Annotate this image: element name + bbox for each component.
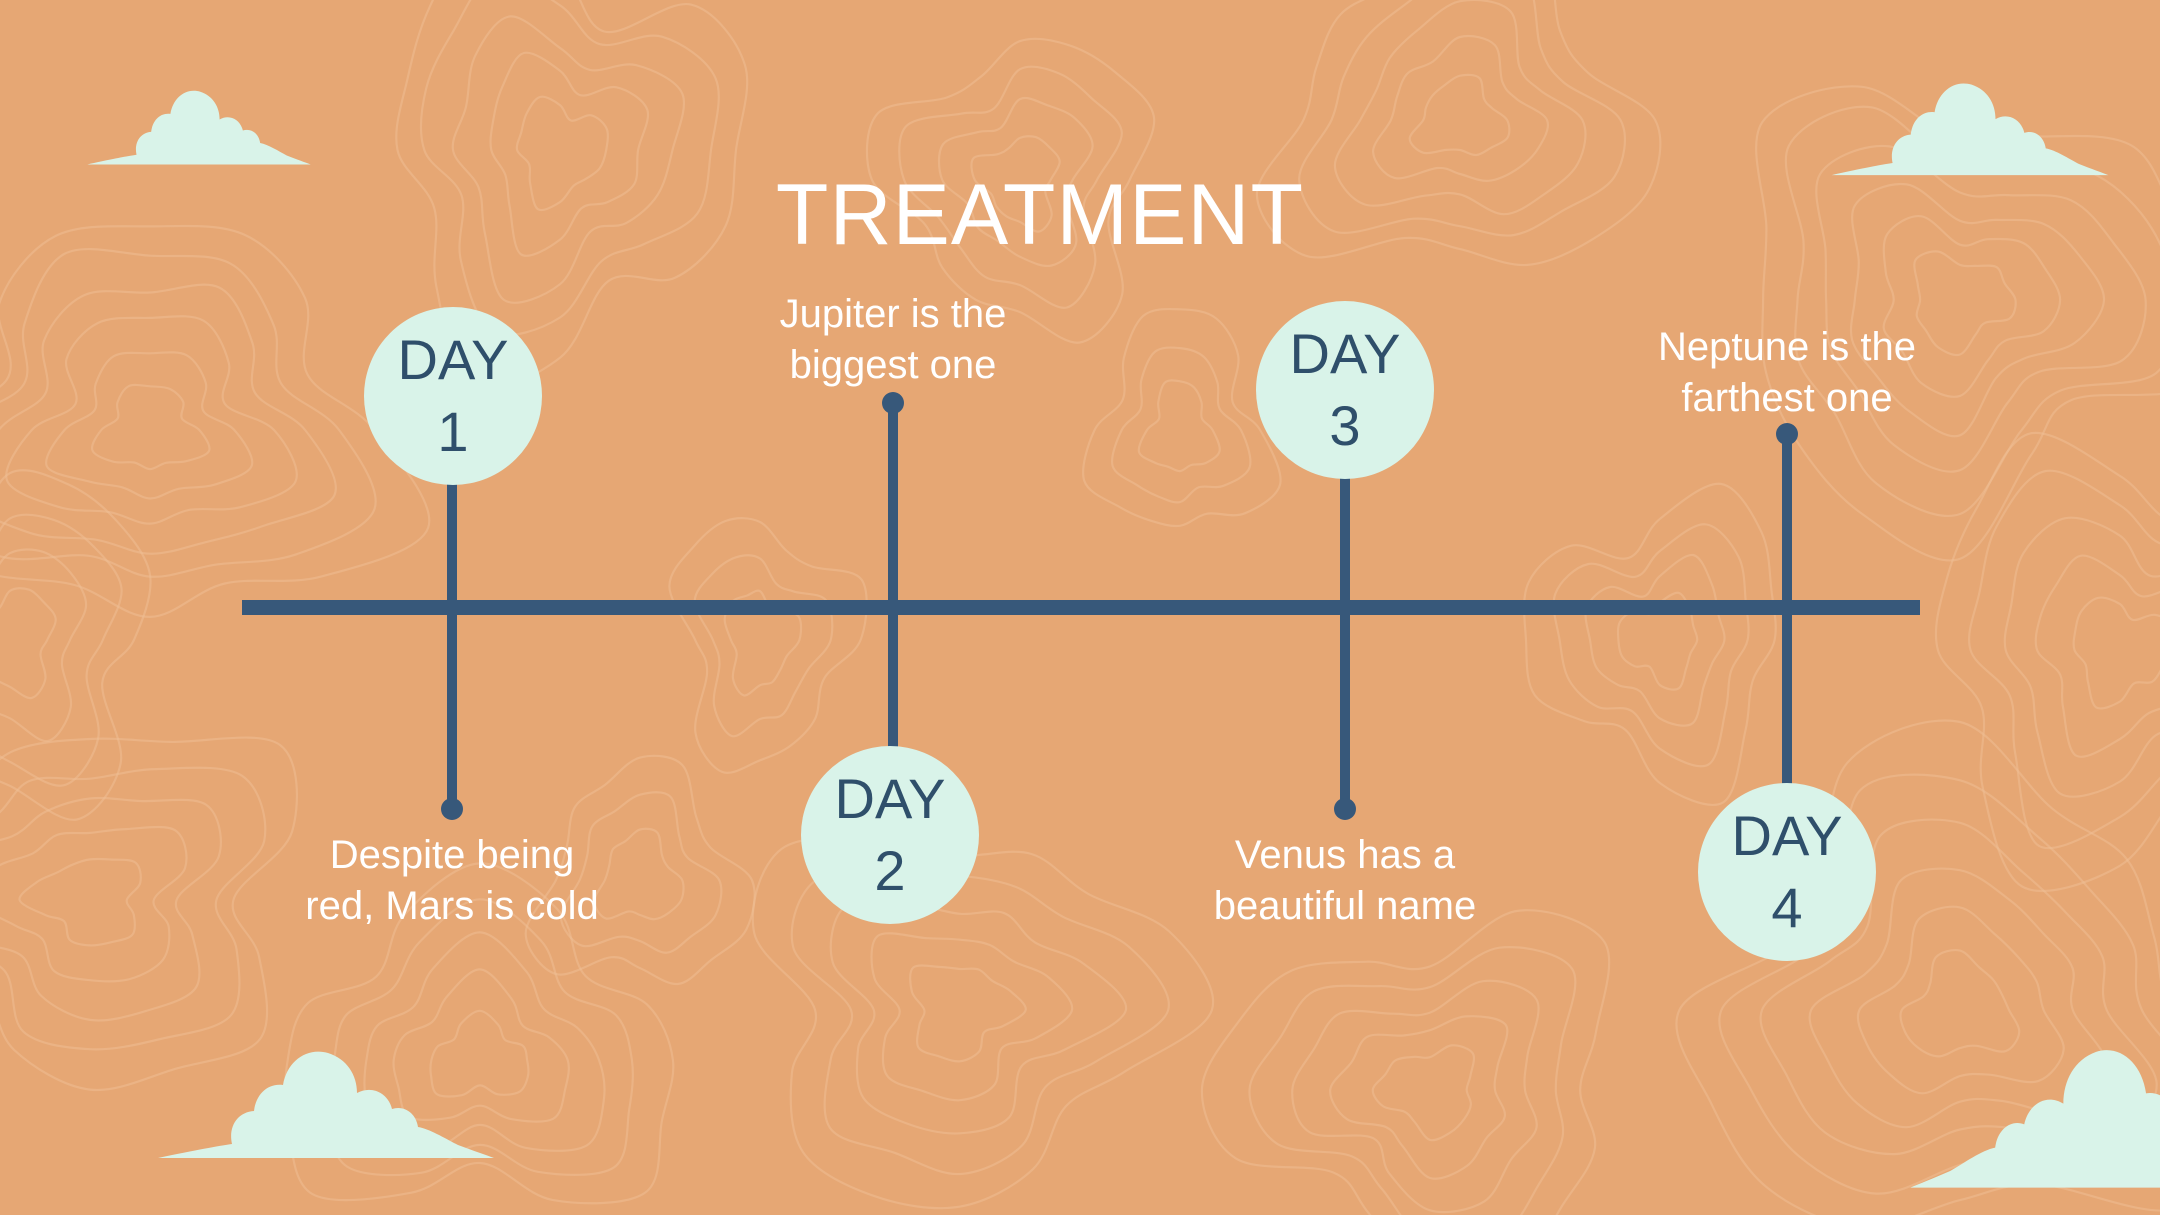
day-4-connector-dot [1776, 423, 1798, 445]
day-2-number: 2 [874, 839, 906, 902]
day-2-circle: DAY 2 [801, 746, 979, 924]
day-2-connector-line [888, 403, 898, 753]
slide-title: TREATMENT [775, 166, 1305, 263]
day-3-number: 3 [1329, 394, 1361, 457]
day-4-circle: DAY 4 [1698, 783, 1876, 961]
day-2-description: Jupiter is the biggest one [613, 289, 1173, 391]
day-2-description-line-1: Jupiter is the [779, 292, 1007, 336]
day-1-circle: DAY 1 [364, 307, 542, 485]
day-3-label: DAY [1289, 322, 1401, 385]
day-1-description-line-2: red, Mars is cold [305, 884, 599, 928]
day-4-number: 4 [1771, 876, 1803, 939]
cloud-bottom-right-icon [1910, 1050, 2160, 1188]
day-1-description-line-1: Despite being [329, 833, 575, 877]
cloud-bottom-left-icon [158, 1051, 494, 1158]
day-4-description-line-2: farthest one [1681, 376, 1893, 420]
day-3-circle: DAY 3 [1256, 301, 1434, 479]
day-1-connector-dot [441, 798, 463, 820]
day-3-connector-dot [1334, 798, 1356, 820]
day-2-connector-dot [882, 392, 904, 414]
day-3-connector-line [1340, 465, 1350, 810]
day-1-number: 1 [437, 400, 469, 463]
cloud-top-left-icon [87, 90, 311, 165]
day-1-description: Despite being red, Mars is cold [172, 830, 732, 932]
day-3-description: Venus has a beautiful name [1065, 830, 1625, 932]
day-1-label: DAY [397, 328, 509, 391]
day-4-description: Neptune is the farthest one [1507, 322, 2067, 424]
day-2-label: DAY [834, 767, 946, 830]
cloud-top-right-icon [1831, 83, 2109, 176]
day-3-description-line-2: beautiful name [1213, 884, 1477, 928]
day-1-connector-line [447, 470, 457, 810]
timeline-axis [242, 600, 1920, 615]
day-4-description-line-1: Neptune is the [1658, 325, 1916, 369]
day-2-description-line-2: biggest one [789, 343, 997, 387]
day-4-connector-line [1782, 434, 1792, 786]
day-3-description-line-1: Venus has a [1234, 833, 1456, 877]
day-4-label: DAY [1731, 804, 1843, 867]
